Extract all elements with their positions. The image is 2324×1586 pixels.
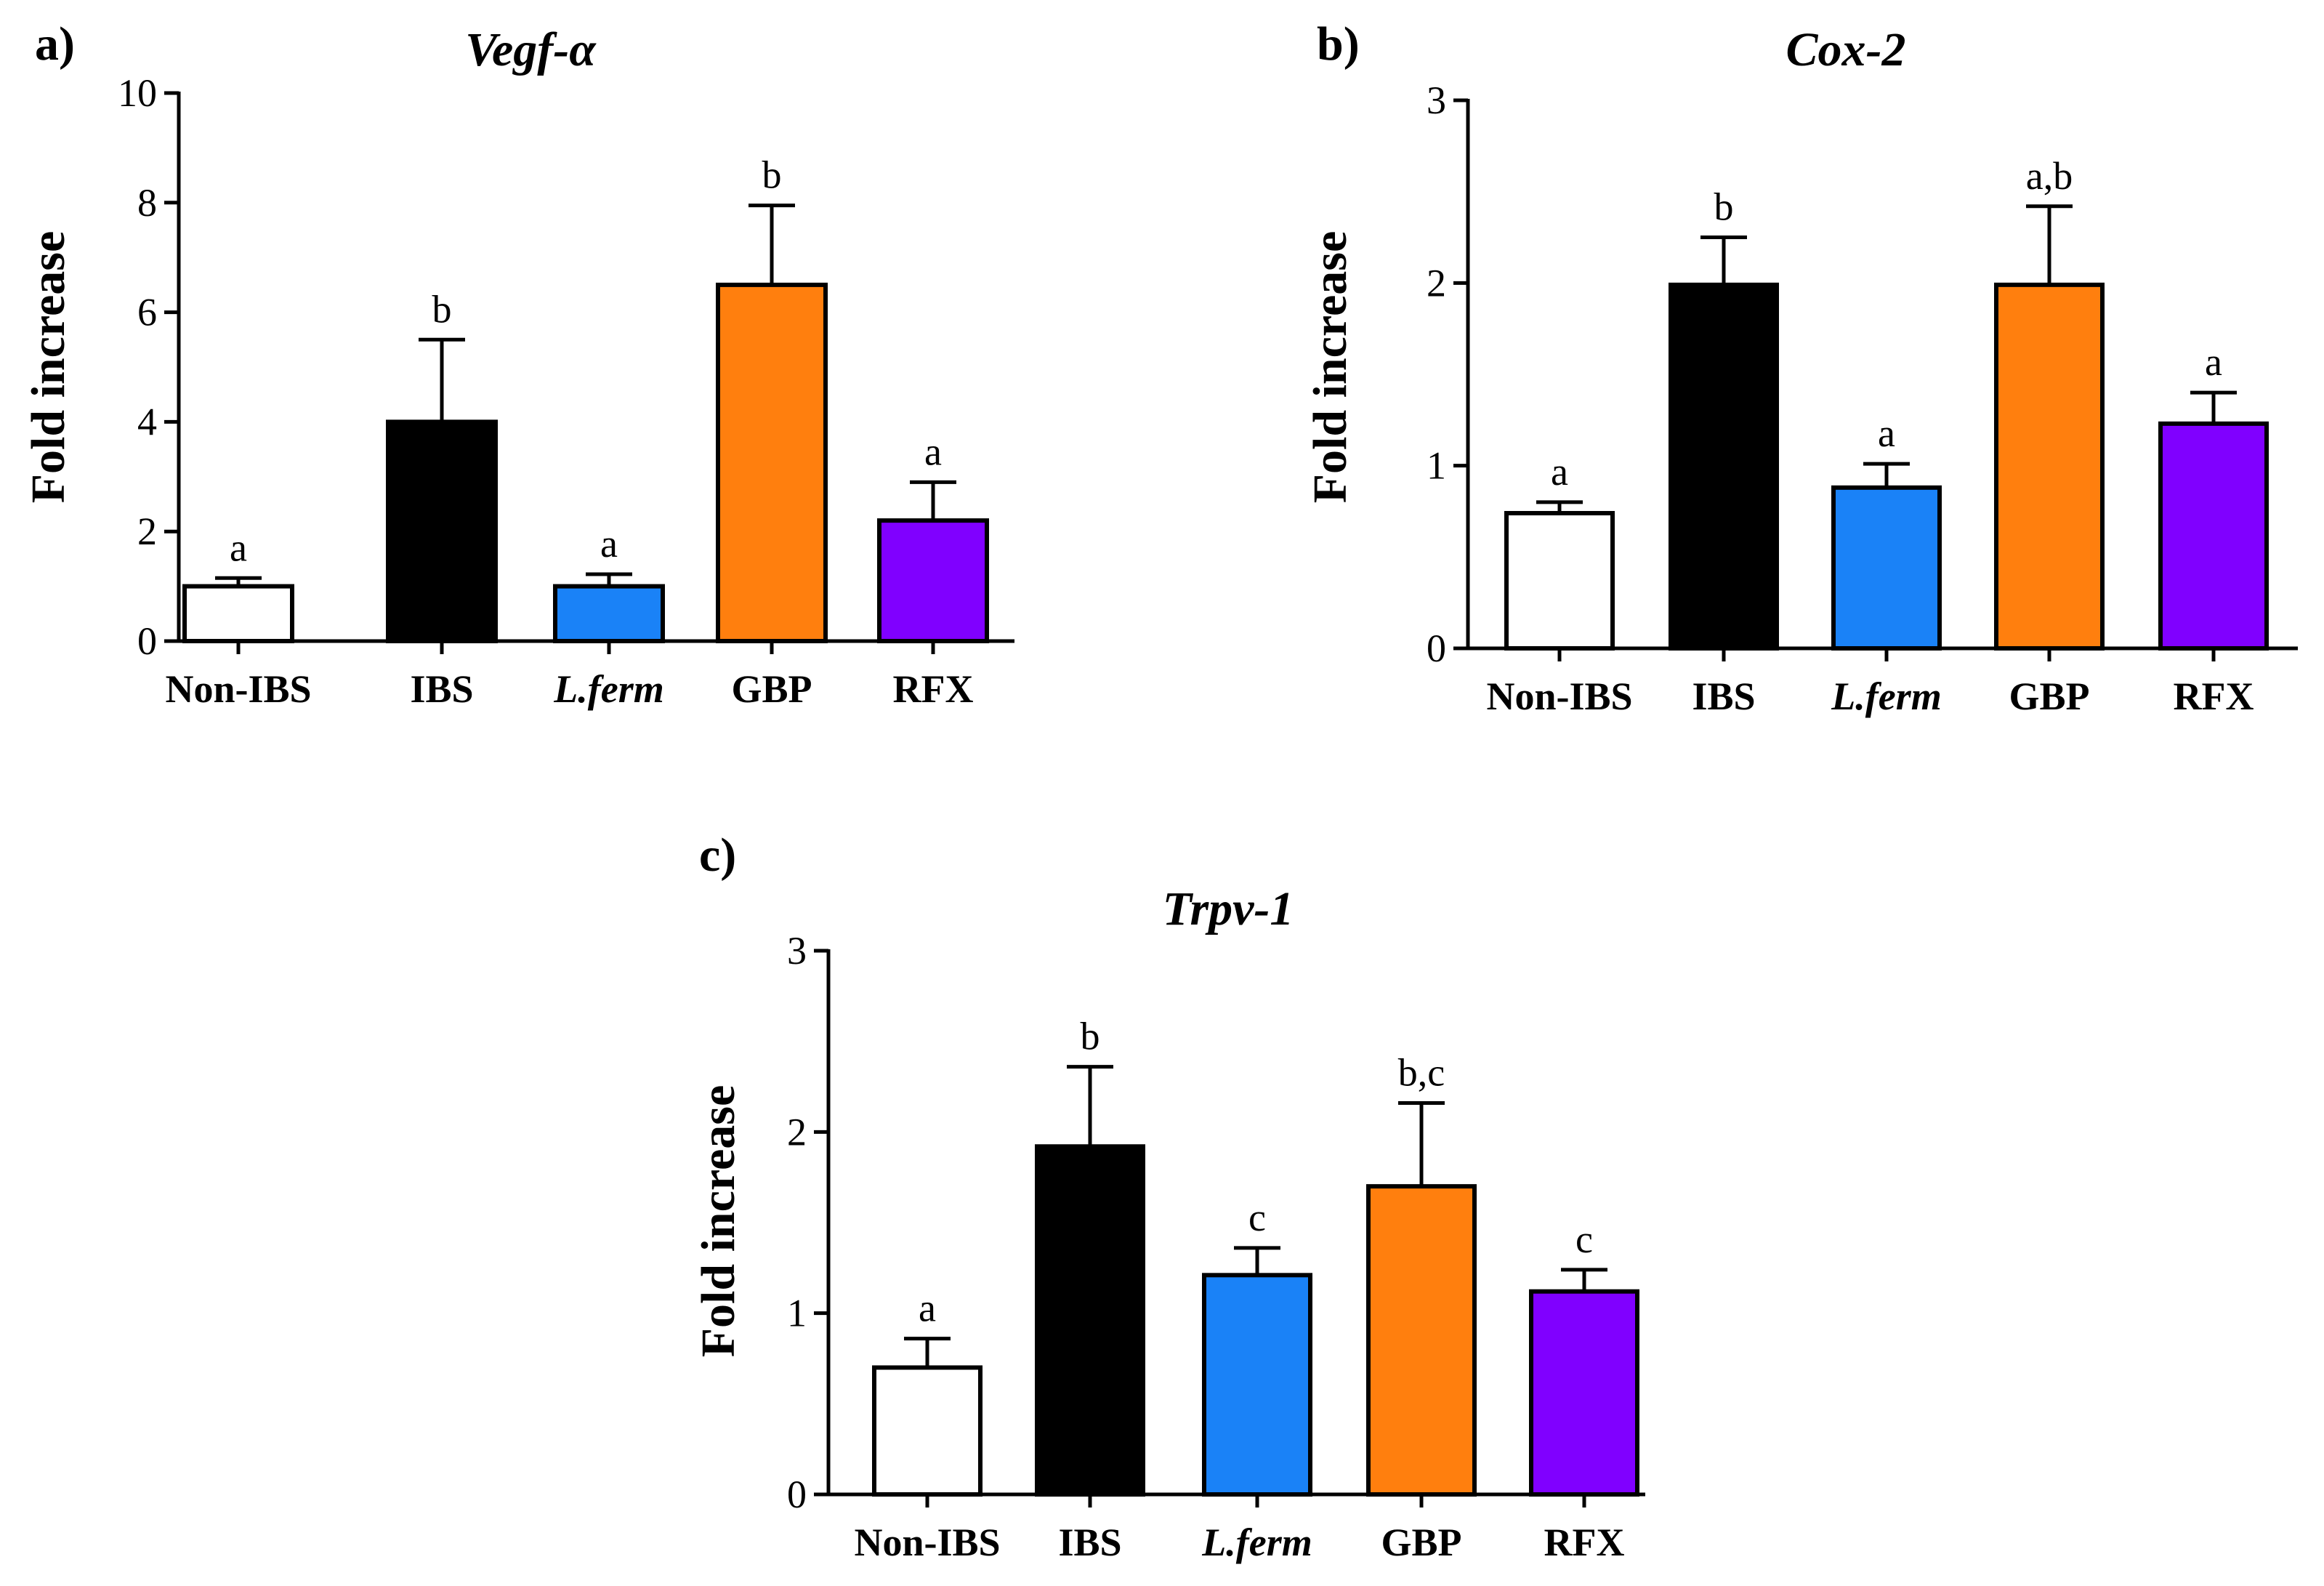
panel-b-letter: b)	[1317, 17, 1360, 71]
panel-c-bar-non-ibs	[872, 1365, 983, 1497]
panel-c-y-tick-label: 0	[787, 1473, 807, 1516]
panel-c-title: Trpv-1	[1163, 882, 1294, 935]
panel-a-category-label: L.ferm	[553, 667, 663, 711]
panel-a-y-tick-label: 2	[137, 510, 157, 553]
panel-a-significance-label: a	[600, 522, 618, 565]
panel-a-y-tick-label: 8	[137, 181, 157, 225]
panel-b-significance-label: a	[1551, 450, 1568, 494]
panel-a-category-label: RFX	[893, 667, 974, 711]
panel-b-bar-gbp	[1994, 282, 2105, 651]
panel-c-category-label: IBS	[1058, 1521, 1121, 1564]
panel-b-title: Cox-2	[1786, 23, 1906, 76]
panel-a-category-label: Non-IBS	[165, 667, 311, 711]
panel-c-significance-label: a	[919, 1287, 936, 1330]
panel-c-plot: 0 1 2 3 a Non-IBS b IBS c L.ferm b,c GBP c RFX	[787, 929, 1645, 1564]
panel-a-significance-label: b	[432, 287, 452, 331]
panel-c-category-label: GBP	[1381, 1521, 1461, 1564]
panel-a-letter: a)	[35, 17, 75, 71]
panel-c-category-label: RFX	[1544, 1521, 1625, 1564]
panel-a-significance-label: b	[762, 153, 782, 197]
panel-a-title: Vegf-α	[465, 23, 597, 76]
panel-c-y-axis-label: Fold increase	[692, 1085, 745, 1358]
panel-a-y-tick-label: 6	[137, 291, 157, 334]
panel-a-significance-label: a	[230, 526, 247, 569]
panel-a-y-tick-label: 0	[137, 619, 157, 663]
panel-a-category-label: IBS	[410, 667, 473, 711]
panel-b-y-tick-label: 3	[1427, 79, 1446, 122]
panel-c-y-tick-label: 2	[787, 1110, 807, 1154]
panel-a: a) Vegf-α Fold increase 0 2 4 6 8 10 a Non-IBS b…	[22, 17, 1014, 711]
panel-b-category-label: RFX	[2174, 675, 2254, 718]
panel-b-category-label: Non-IBS	[1486, 675, 1632, 718]
panel-a-bar-ibs	[386, 419, 498, 644]
panel-b-bar-ibs	[1669, 282, 1779, 651]
panel-a-y-axis-label: Fold increase	[22, 231, 75, 504]
panel-c-significance-label: c	[1575, 1217, 1593, 1261]
panel-b-significance-label: a,b	[2026, 154, 2073, 198]
panel-a-bar-rfx	[877, 518, 989, 643]
panel-b-category-label: L.ferm	[1831, 675, 1941, 718]
panel-c-significance-label: c	[1248, 1196, 1266, 1239]
panel-c-significance-label: b,c	[1398, 1050, 1445, 1094]
panel-b-plot: 0 1 2 3 a Non-IBS b IBS a L.ferm a,b GBP a RFX	[1427, 79, 2298, 718]
panel-c-bar-l-ferm	[1202, 1273, 1312, 1497]
panel-b-significance-label: a	[1878, 411, 1895, 455]
panel-a-bar-non-ibs	[182, 584, 294, 643]
panel-b-bar-l-ferm	[1831, 485, 1942, 651]
panel-b-y-tick-label: 2	[1427, 261, 1446, 305]
panel-c-bar-gbp	[1366, 1184, 1477, 1497]
panel-c-category-label: Non-IBS	[854, 1521, 1000, 1564]
panel-b-bar-rfx	[2158, 421, 2269, 651]
panel-a-bar-l-ferm	[553, 584, 665, 643]
panel-a-y-tick-label: 4	[137, 400, 157, 443]
panel-c-bar-ibs	[1035, 1144, 1145, 1497]
panel-a-category-label: GBP	[731, 667, 812, 711]
panel-b-y-axis-label: Fold increase	[1304, 231, 1357, 504]
panel-c-category-label: L.ferm	[1201, 1521, 1312, 1564]
panel-b-y-tick-label: 0	[1427, 627, 1446, 670]
panel-a-y-tick-label: 10	[118, 71, 157, 115]
panel-b-significance-label: a	[2205, 340, 2222, 384]
panel-c-significance-label: b	[1081, 1015, 1100, 1058]
panel-b-category-label: IBS	[1692, 675, 1755, 718]
panel-a-plot: 0 2 4 6 8 10 a Non-IBS b IBS a L.ferm b GBP a RFX	[118, 71, 1014, 711]
panel-c-bar-rfx	[1529, 1289, 1639, 1497]
panel-b-significance-label: b	[1714, 185, 1734, 229]
panel-c-y-tick-label: 3	[787, 929, 807, 973]
panel-c: c) Trpv-1 Fold increase 0 1 2 3 a Non-IBS b IBS…	[692, 829, 1645, 1564]
panel-b-y-tick-label: 1	[1427, 444, 1446, 488]
panel-b: b) Cox-2 Fold increase 0 1 2 3 a Non-IBS b IBS a…	[1304, 17, 2298, 718]
panel-c-letter: c)	[699, 829, 736, 882]
panel-c-y-tick-label: 1	[787, 1292, 807, 1335]
panel-a-significance-label: a	[924, 430, 942, 473]
panel-b-bar-non-ibs	[1504, 511, 1615, 651]
panel-a-bar-gbp	[716, 282, 828, 643]
panel-b-category-label: GBP	[2009, 675, 2089, 718]
